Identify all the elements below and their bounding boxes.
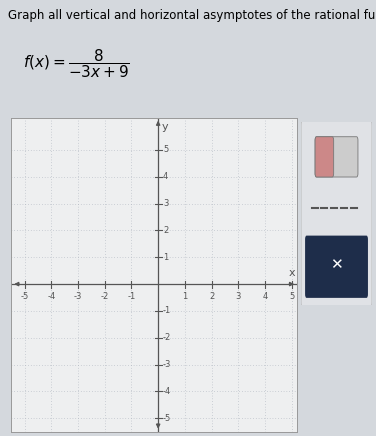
FancyBboxPatch shape — [301, 116, 372, 311]
Text: -3: -3 — [163, 360, 171, 369]
Text: -1: -1 — [127, 292, 136, 301]
FancyBboxPatch shape — [315, 137, 358, 177]
Text: 1: 1 — [182, 292, 188, 301]
Text: 2: 2 — [209, 292, 214, 301]
Text: -2: -2 — [101, 292, 109, 301]
Text: -2: -2 — [163, 333, 171, 342]
Text: ✕: ✕ — [330, 257, 343, 272]
Text: 2: 2 — [163, 226, 168, 235]
Text: -4: -4 — [163, 387, 171, 396]
Text: -5: -5 — [163, 414, 171, 423]
FancyBboxPatch shape — [315, 137, 334, 177]
Text: 4: 4 — [262, 292, 268, 301]
Text: 5: 5 — [163, 146, 168, 154]
Text: 5: 5 — [289, 292, 294, 301]
Text: 4: 4 — [163, 172, 168, 181]
Text: -3: -3 — [74, 292, 82, 301]
FancyBboxPatch shape — [305, 235, 368, 298]
Text: y: y — [161, 122, 168, 132]
Text: -5: -5 — [21, 292, 29, 301]
Text: 3: 3 — [163, 199, 168, 208]
Text: -1: -1 — [163, 307, 171, 315]
Text: x: x — [289, 268, 296, 278]
Text: -4: -4 — [47, 292, 56, 301]
Text: $f(x) = \dfrac{8}{-3x+9}$: $f(x) = \dfrac{8}{-3x+9}$ — [23, 48, 129, 80]
Text: 3: 3 — [236, 292, 241, 301]
Text: Graph all vertical and horizontal asymptotes of the rational functior: Graph all vertical and horizontal asympt… — [8, 9, 376, 22]
Text: 1: 1 — [163, 253, 168, 262]
